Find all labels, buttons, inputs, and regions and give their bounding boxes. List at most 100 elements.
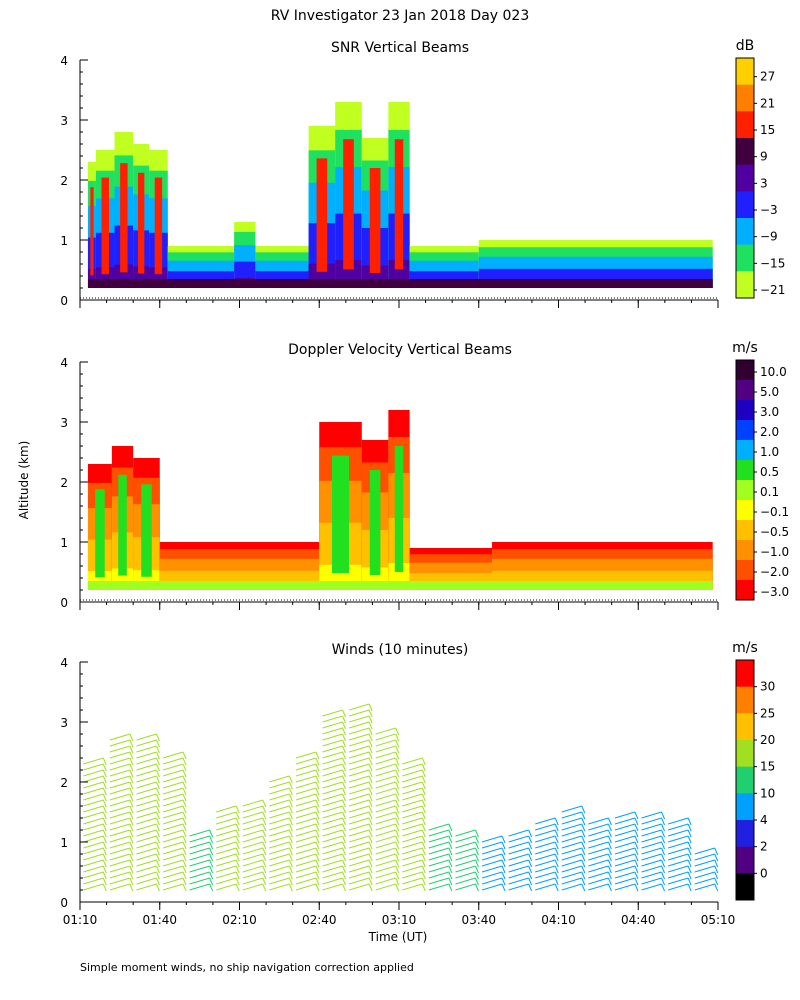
- wind-barb: [109, 835, 131, 843]
- wind-barb: [189, 865, 210, 873]
- wind-barb: [428, 871, 450, 879]
- wind-barb-feather: [661, 859, 666, 868]
- wind-barb: [242, 853, 263, 861]
- wind-barb-feather: [129, 883, 134, 892]
- wind-barb: [322, 847, 343, 855]
- wind-barb-feather: [182, 865, 187, 874]
- wind-barb: [667, 847, 689, 855]
- wind-barb: [83, 865, 104, 873]
- colorbar-tick-label: 0.1: [760, 485, 779, 499]
- wind-barb: [136, 841, 157, 849]
- wind-barb: [375, 883, 396, 891]
- wind-barb-feather: [315, 859, 320, 868]
- wind-barb-feather: [421, 859, 426, 868]
- x-tick-label: 01:10: [63, 913, 98, 927]
- colorbar-tick-label: −3.0: [760, 585, 789, 599]
- wind-barb-feather: [102, 793, 107, 802]
- colorbar-swatch: [736, 740, 754, 768]
- wind-barb-feather: [129, 751, 134, 760]
- wind-barb-feather: [155, 859, 160, 868]
- y-tick-label: 4: [60, 656, 68, 670]
- wind-barb: [162, 883, 184, 891]
- wind-barb-feather: [288, 871, 293, 880]
- cloud-core: [316, 158, 328, 272]
- wind-barb: [402, 817, 423, 825]
- wind-barb-feather: [661, 823, 666, 832]
- wind-barb: [269, 805, 290, 813]
- wind-barb: [348, 709, 370, 717]
- wind-barb-feather: [395, 853, 400, 862]
- wind-barb: [561, 835, 582, 843]
- wind-barb: [136, 865, 157, 873]
- wind-barb: [109, 805, 131, 813]
- wind-barb-feather: [129, 865, 134, 874]
- wind-barb-feather: [209, 829, 214, 838]
- wind-barb: [109, 787, 131, 795]
- wind-barb: [481, 877, 503, 885]
- wind-barb-feather: [368, 811, 373, 820]
- colorbar-swatch: [736, 58, 754, 86]
- wind-barb-feather: [342, 829, 347, 838]
- wind-barb: [322, 739, 343, 747]
- wind-barb-feather: [687, 847, 692, 856]
- colorbar-swatch: [736, 520, 754, 541]
- wind-barb: [428, 841, 450, 849]
- wind-barb-feather: [102, 835, 107, 844]
- wind-barb-feather: [581, 877, 586, 886]
- wind-barb-feather: [714, 853, 719, 862]
- wind-barb-feather: [182, 787, 187, 796]
- wind-barb-feather: [554, 829, 559, 838]
- wind-barb-feather: [501, 865, 506, 874]
- wind-barb-feather: [262, 823, 267, 832]
- wind-barb-feather: [235, 853, 240, 862]
- wind-barb-feather: [687, 817, 692, 826]
- wind-barb-feather: [528, 841, 533, 850]
- wind-barb: [269, 841, 290, 849]
- wind-barb-feather: [448, 865, 453, 874]
- wind-barb-feather: [581, 823, 586, 832]
- colorbar-swatch: [736, 713, 754, 741]
- wind-barb-feather: [687, 859, 692, 868]
- wind-barb-feather: [581, 847, 586, 856]
- wind-profile: [561, 805, 586, 892]
- wind-barb: [216, 835, 237, 843]
- wind-barb: [508, 847, 529, 855]
- wind-barb: [136, 793, 157, 801]
- wind-barb-feather: [421, 823, 426, 832]
- wind-barb-feather: [155, 823, 160, 832]
- colorbar-swatch: [736, 440, 754, 461]
- wind-barb-feather: [661, 865, 666, 874]
- wind-barb: [295, 757, 317, 765]
- wind-barb: [694, 853, 715, 861]
- colorbar-swatch: [736, 420, 754, 441]
- wind-barb-feather: [554, 877, 559, 886]
- colorbar-tick-label: 30: [760, 680, 775, 694]
- colorbar-tick-label: −0.1: [760, 505, 789, 519]
- wind-barb-feather: [634, 835, 639, 844]
- wind-barb-feather: [182, 853, 187, 862]
- wind-barb: [242, 811, 263, 819]
- wind-barb: [614, 841, 636, 849]
- wind-barb-feather: [288, 775, 293, 784]
- wind-barb-feather: [421, 775, 426, 784]
- wind-barb: [322, 763, 343, 771]
- wind-barb: [162, 781, 184, 789]
- wind-barb-feather: [315, 865, 320, 874]
- wind-barb-feather: [155, 793, 160, 802]
- wind-barb: [109, 883, 131, 891]
- y-tick-label: 0: [60, 896, 68, 910]
- wind-barb-feather: [421, 817, 426, 826]
- wind-barb: [614, 823, 636, 831]
- wind-barb: [162, 799, 184, 807]
- wind-barb-feather: [581, 835, 586, 844]
- wind-barb: [402, 853, 423, 861]
- wind-barb-feather: [315, 835, 320, 844]
- wind-barb: [322, 811, 343, 819]
- wind-barb-feather: [102, 829, 107, 838]
- wind-barb-feather: [342, 859, 347, 868]
- colorbar-tick-label: 4: [760, 813, 768, 827]
- colorbar-swatch: [736, 500, 754, 521]
- wind-barb-feather: [129, 829, 134, 838]
- wind-barb-feather: [687, 883, 692, 892]
